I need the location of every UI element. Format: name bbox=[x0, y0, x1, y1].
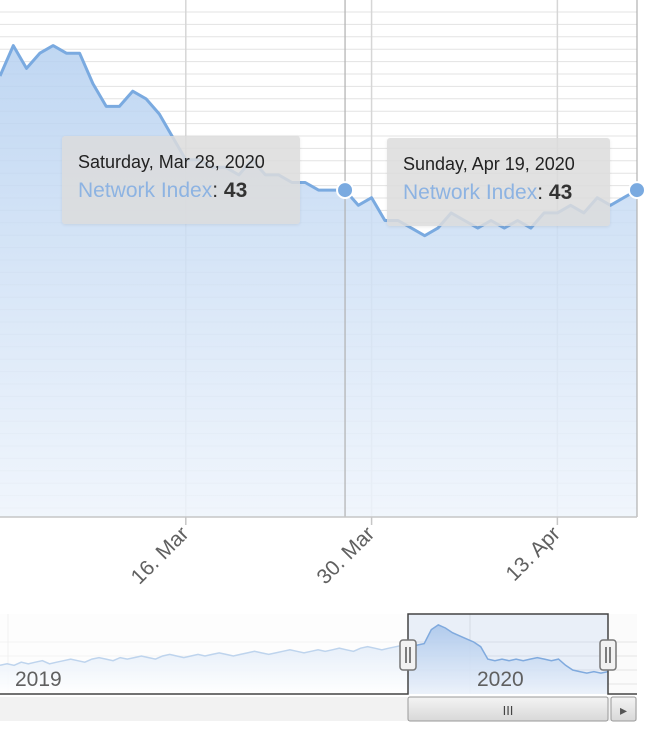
scrollbar[interactable]: III ▸ bbox=[0, 696, 637, 722]
navigator[interactable]: 2019 2020 bbox=[0, 613, 637, 695]
hover-marker bbox=[336, 181, 355, 200]
series-line-network-index bbox=[0, 44, 638, 238]
navigator-right-handle[interactable] bbox=[599, 639, 617, 671]
plot-area bbox=[0, 44, 638, 517]
hover-marker bbox=[628, 181, 646, 200]
scrollbar-thumb[interactable] bbox=[407, 696, 609, 722]
tooltip-series-name: Network Index bbox=[78, 179, 213, 202]
tooltip-date: Saturday, Mar 28, 2020 bbox=[78, 152, 265, 172]
navigator-left-handle[interactable] bbox=[399, 639, 417, 671]
series-area-fill bbox=[0, 45, 637, 517]
navigator-mask bbox=[0, 614, 408, 694]
x-tick-label: 16. Mar bbox=[127, 522, 194, 589]
chevron-right-icon: ▸ bbox=[620, 703, 627, 719]
x-tick-label: 13. Apr bbox=[502, 522, 565, 585]
x-tick-label: 30. Mar bbox=[313, 522, 380, 589]
x-axis: 16. Mar 30. Mar 13. Apr bbox=[0, 516, 637, 589]
tooltip-apr-19: Sunday, Apr 19, 2020 Network Index: 43 bbox=[387, 138, 610, 226]
navigator-year-label: 2020 bbox=[477, 668, 524, 691]
navigator-selection[interactable] bbox=[408, 614, 608, 694]
tooltip-date: Sunday, Apr 19, 2020 bbox=[403, 154, 575, 174]
scrollbar-right-button[interactable] bbox=[610, 696, 637, 722]
scrollbar-grip-icon: III bbox=[503, 703, 514, 718]
tooltip-value: 43 bbox=[223, 179, 248, 202]
tooltip-mar-28: Saturday, Mar 28, 2020 Network Index: 43 bbox=[62, 136, 300, 224]
navigator-outline bbox=[0, 613, 637, 695]
navigator-year-label: 2019 bbox=[15, 668, 62, 691]
crosshairs bbox=[336, 0, 646, 517]
tooltip-series-name: Network Index bbox=[403, 181, 538, 204]
tooltip-value: 43 bbox=[548, 181, 573, 204]
